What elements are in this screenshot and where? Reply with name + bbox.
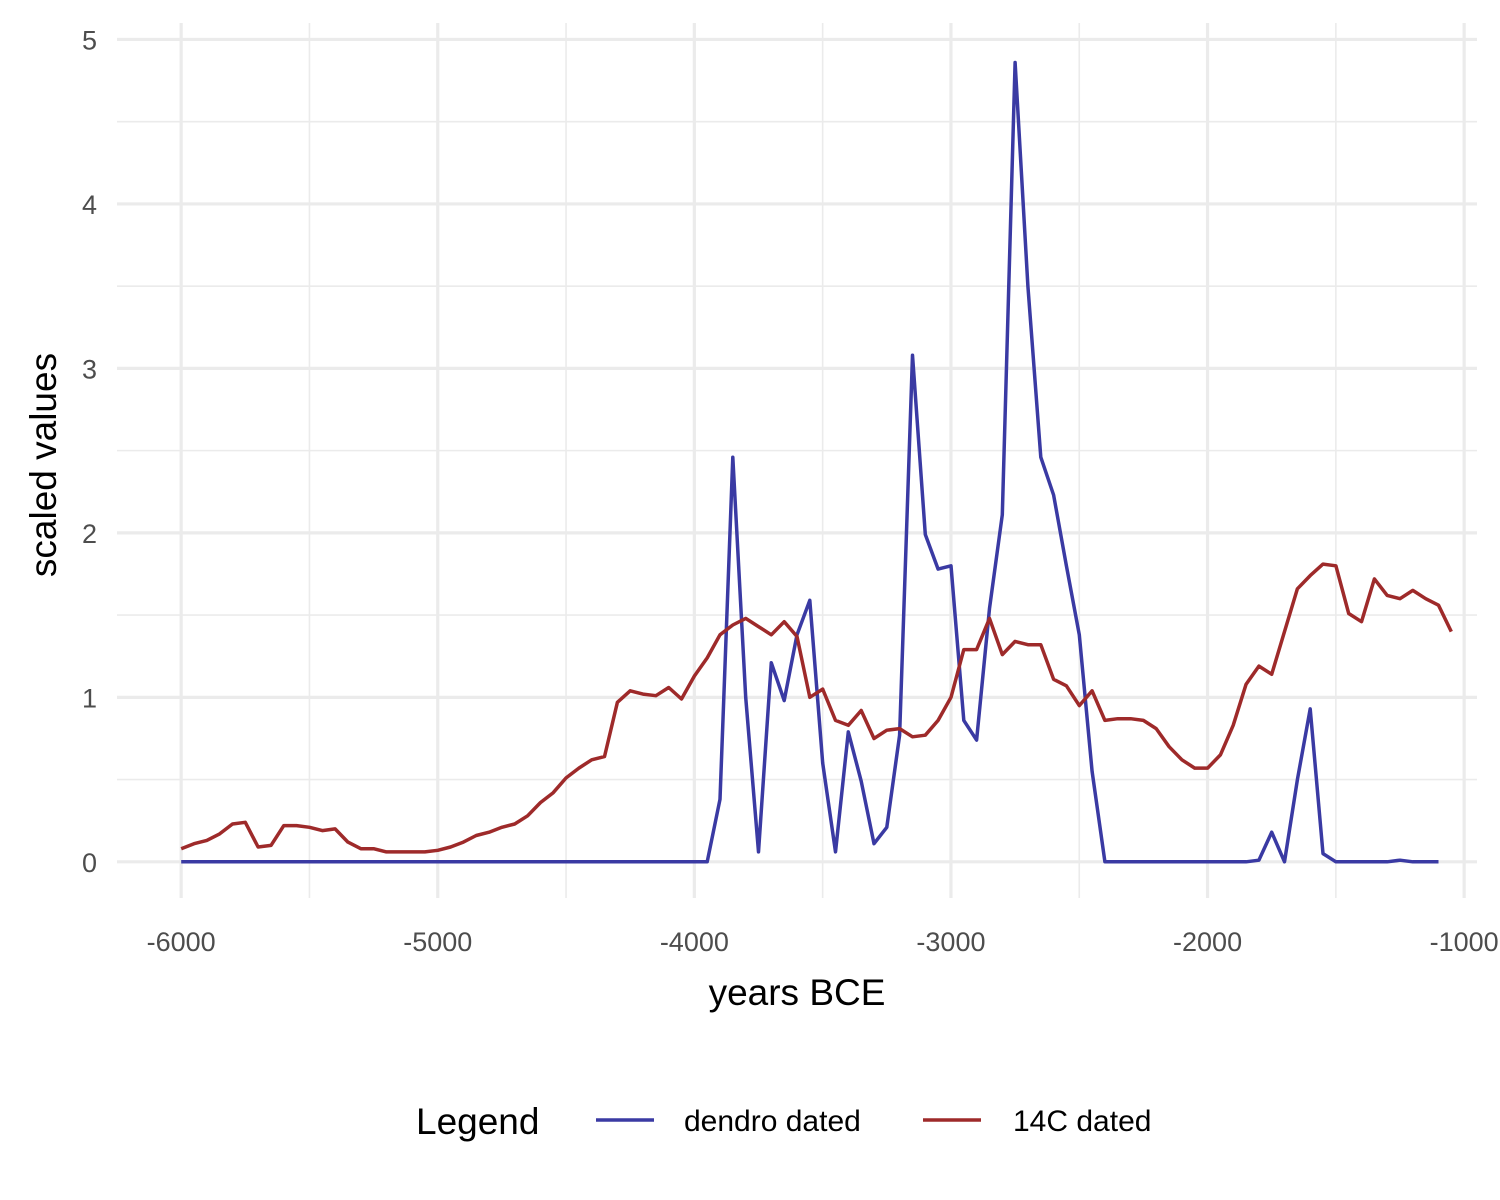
x-tick-label: -2000 bbox=[1173, 927, 1242, 957]
x-axis-tick-labels: -6000 -5000 -4000 -3000 -2000 -1000 bbox=[147, 927, 1499, 957]
x-tick-label: -3000 bbox=[916, 927, 985, 957]
legend-label-14c-dated: 14C dated bbox=[1013, 1105, 1151, 1138]
series-line-dendro-dated bbox=[181, 60, 1439, 864]
y-tick-label: 3 bbox=[82, 354, 97, 384]
y-axis-title: scaled values bbox=[23, 353, 64, 577]
x-tick-label: -5000 bbox=[403, 927, 472, 957]
x-tick-label: -4000 bbox=[660, 927, 729, 957]
y-tick-label: 5 bbox=[82, 25, 97, 55]
minor-gridlines bbox=[117, 23, 1477, 898]
y-tick-label: 0 bbox=[82, 848, 97, 878]
x-tick-label: -6000 bbox=[147, 927, 216, 957]
legend-title: Legend bbox=[416, 1101, 539, 1142]
y-axis-tick-labels: 0 1 2 3 4 5 bbox=[82, 25, 97, 877]
y-tick-label: 4 bbox=[82, 190, 97, 220]
x-tick-label: -1000 bbox=[1430, 927, 1499, 957]
legend: Legend dendro dated 14C dated bbox=[416, 1101, 1151, 1142]
y-tick-label: 1 bbox=[82, 683, 97, 713]
y-tick-label: 2 bbox=[82, 519, 97, 549]
series-line-14c-dated bbox=[180, 562, 1453, 854]
series-lines bbox=[180, 60, 1453, 864]
x-axis-title: years BCE bbox=[709, 972, 886, 1013]
legend-label-dendro-dated: dendro dated bbox=[684, 1105, 861, 1138]
major-gridlines bbox=[117, 23, 1477, 898]
